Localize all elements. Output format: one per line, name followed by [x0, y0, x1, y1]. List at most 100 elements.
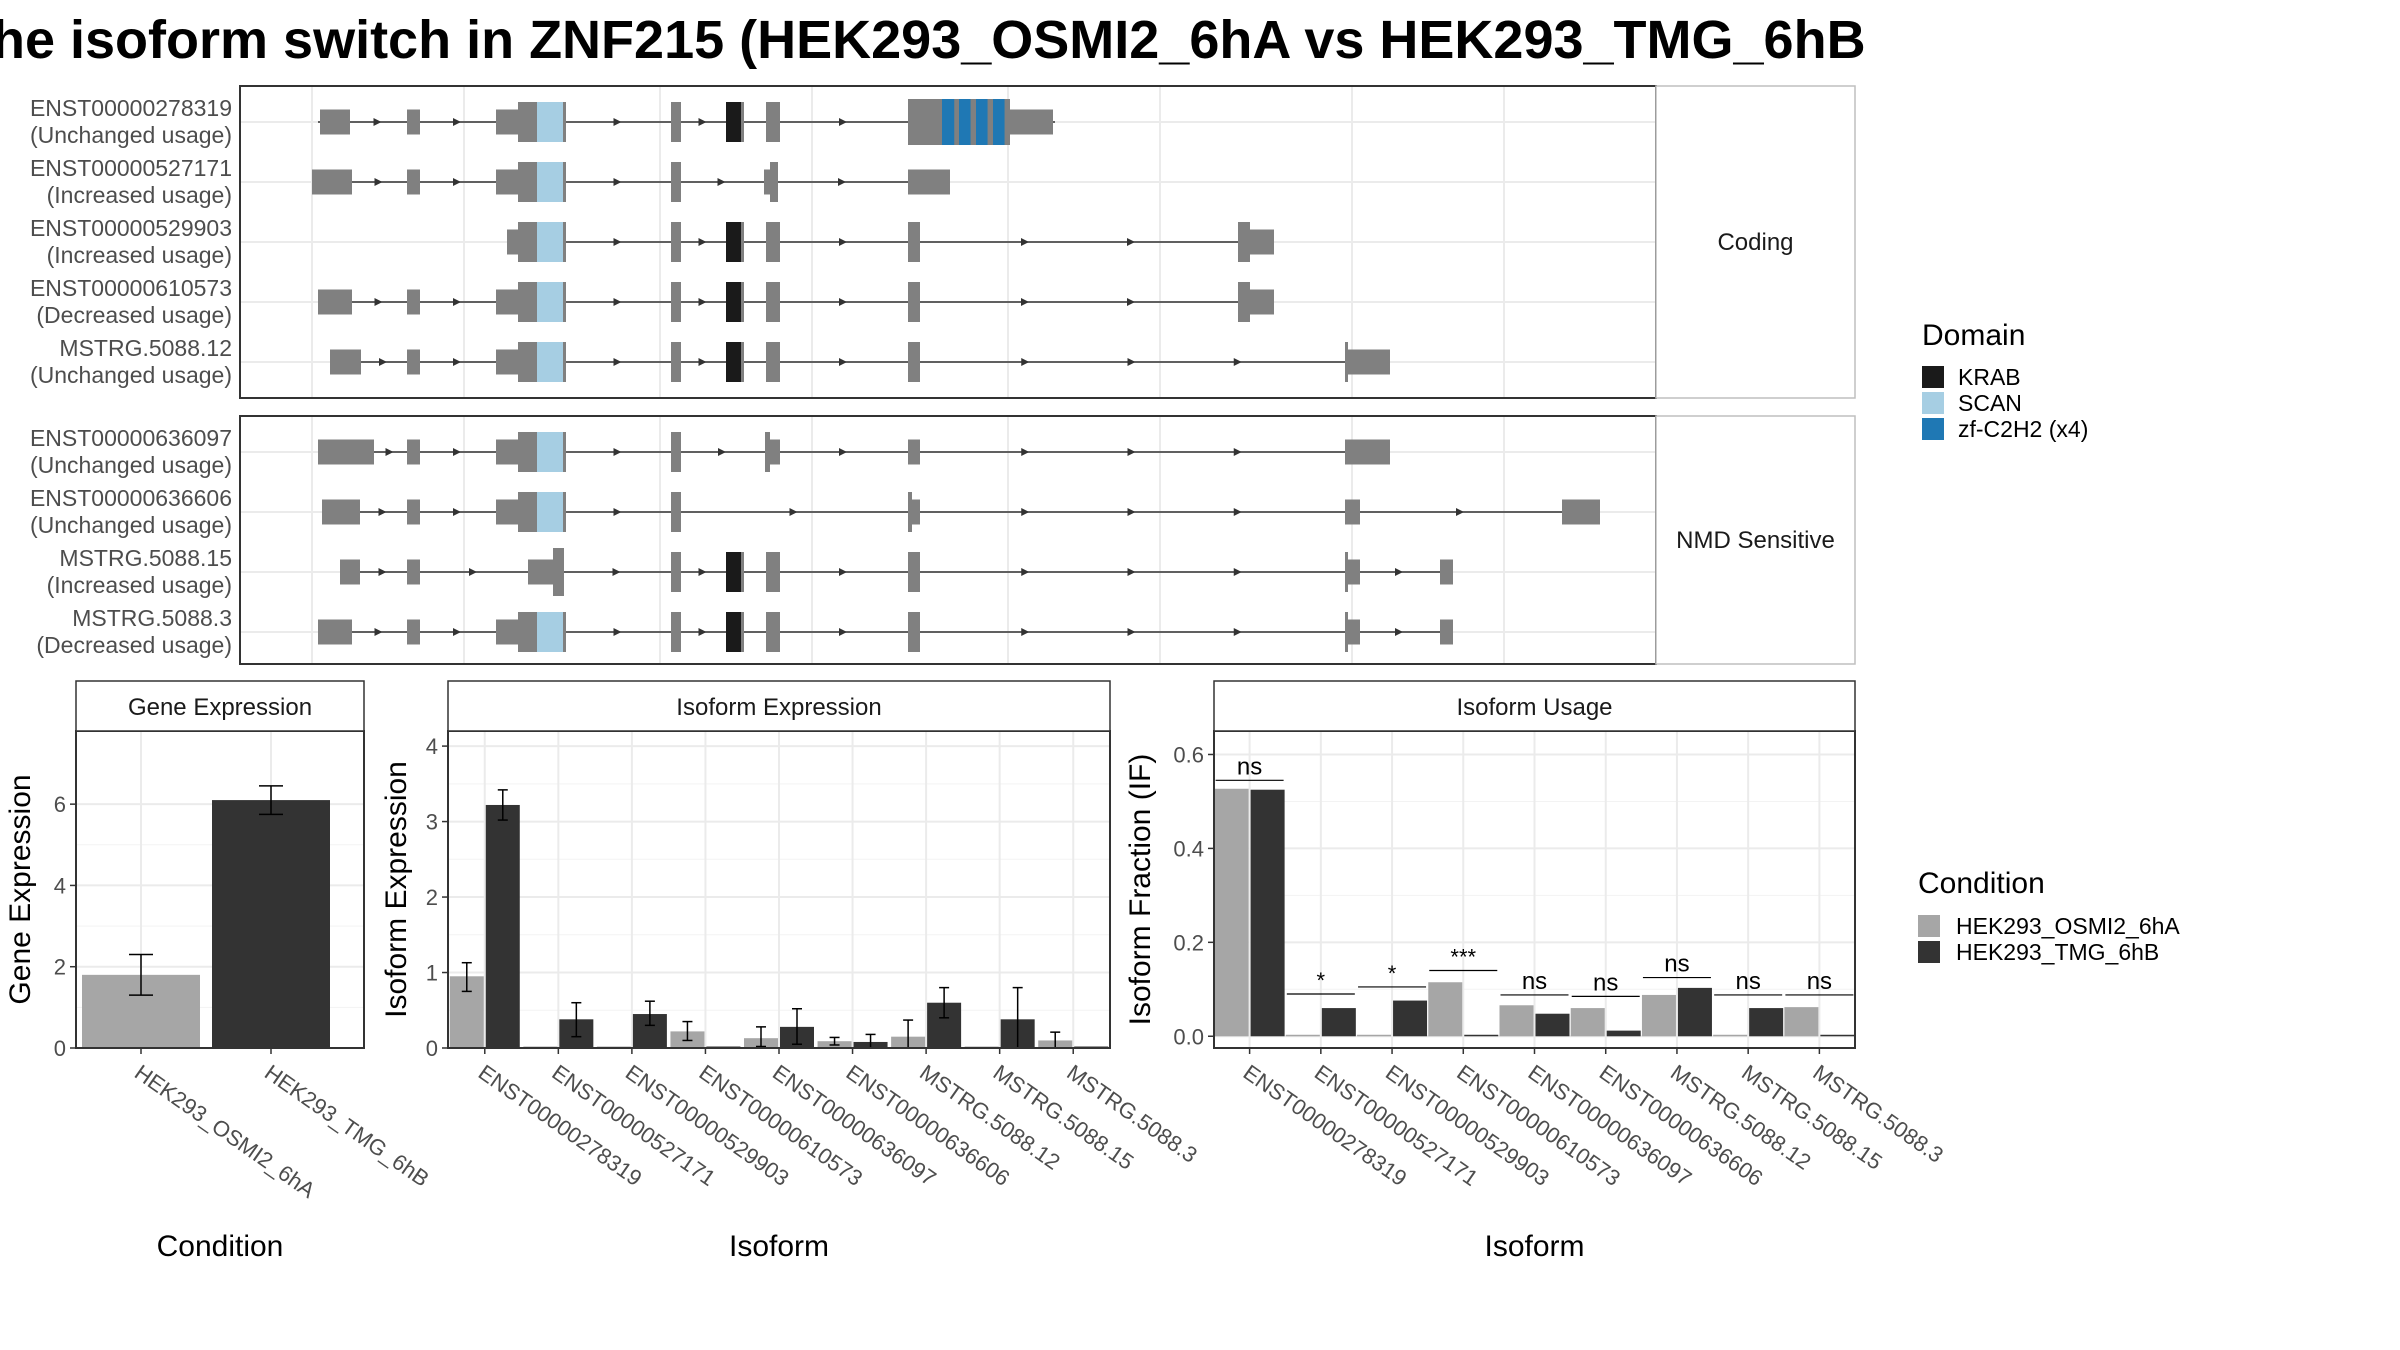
exon — [496, 439, 518, 465]
usage-label: (Decreased usage) — [36, 302, 232, 328]
exon — [1345, 499, 1360, 525]
direction-arrow — [613, 358, 622, 366]
usage-label: (Unchanged usage) — [30, 122, 232, 148]
bar — [1784, 1007, 1819, 1037]
direction-arrow — [1233, 448, 1242, 456]
x-axis-title: Condition — [157, 1230, 284, 1263]
direction-arrow — [374, 178, 383, 186]
exon — [496, 109, 518, 135]
bar — [1499, 1005, 1534, 1037]
direction-arrow — [1233, 568, 1242, 576]
usage-label: (Unchanged usage) — [30, 512, 232, 538]
transcript-ENST00000278319 — [318, 99, 1055, 145]
y-tick-label: 0.2 — [1173, 930, 1204, 955]
scan-domain — [537, 342, 563, 382]
krab-domain — [726, 612, 741, 652]
bar — [1713, 1034, 1748, 1037]
zf-c2h2-domain — [959, 99, 971, 145]
exon — [507, 229, 518, 255]
isoform-label: MSTRG.5088.12 — [59, 335, 232, 361]
exon — [496, 499, 518, 525]
facet-label: Gene Expression — [128, 694, 312, 721]
transcript-ENST00000527171 — [312, 162, 950, 202]
exon — [766, 552, 780, 592]
bar — [1749, 1008, 1784, 1037]
direction-arrow — [839, 238, 847, 246]
bar — [1535, 1013, 1570, 1037]
scan-domain — [537, 612, 563, 652]
exon — [563, 162, 566, 202]
direction-arrow — [1021, 298, 1029, 306]
scan-domain — [537, 222, 563, 262]
exon — [766, 222, 780, 262]
transcript-MSTRG.5088.12 — [330, 342, 1390, 382]
scan-domain — [537, 492, 563, 532]
zf-c2h2-domain — [976, 99, 988, 145]
isoform-label: ENST00000636606 — [30, 485, 232, 511]
significance-label: *** — [1450, 945, 1476, 970]
significance-label: ns — [1522, 968, 1547, 995]
y-axis-title: Gene Expression — [4, 774, 37, 1004]
exon — [1345, 612, 1348, 652]
exon — [908, 222, 920, 262]
bar-chart-panels: Gene Expression0246HEK293_OSMI2_6hAHEK29… — [4, 680, 1948, 1263]
y-tick-label: 4 — [426, 734, 438, 759]
direction-arrow — [453, 358, 461, 366]
direction-arrow — [453, 628, 461, 636]
direction-arrow — [1021, 358, 1030, 366]
exon — [340, 559, 360, 585]
exon — [908, 169, 950, 195]
zf-c2h2-domain — [942, 99, 955, 145]
legend-title: Condition — [1918, 867, 2045, 900]
transcript-ENST00000610573 — [318, 282, 1274, 322]
x-axis-title: Isoform — [1484, 1230, 1584, 1263]
exon — [1250, 229, 1274, 255]
facet-strip — [1655, 415, 1856, 665]
x-axis-title: Isoform — [729, 1230, 829, 1263]
exon — [518, 162, 537, 202]
direction-arrow — [1456, 508, 1464, 516]
direction-arrow — [1127, 238, 1135, 246]
exon — [407, 619, 420, 645]
bar — [1570, 1008, 1605, 1037]
exon — [1348, 559, 1360, 585]
usage-label: (Increased usage) — [47, 182, 232, 208]
transcript-MSTRG.5088.15 — [340, 548, 1453, 596]
transcript-ENST00000636097 — [318, 432, 1390, 472]
legend-swatch — [1918, 915, 1940, 937]
scan-domain — [537, 432, 563, 472]
direction-arrow — [612, 568, 621, 576]
exon — [671, 162, 681, 202]
scan-domain — [537, 162, 563, 202]
exon — [407, 349, 420, 375]
legend-label: KRAB — [1958, 364, 2021, 390]
direction-arrow — [1021, 508, 1030, 516]
y-tick-label: 0 — [54, 1036, 66, 1061]
y-tick-label: 2 — [426, 885, 438, 910]
isoform-label: ENST00000527171 — [30, 155, 232, 181]
exon — [764, 169, 770, 195]
exon — [671, 492, 681, 532]
exon — [518, 432, 537, 472]
direction-arrow — [698, 298, 707, 306]
exon — [318, 619, 352, 645]
direction-arrow — [839, 568, 847, 576]
scan-domain — [537, 102, 563, 142]
bar — [485, 804, 520, 1048]
exon — [518, 492, 537, 532]
exon — [312, 169, 352, 195]
krab-domain — [726, 282, 741, 322]
bar — [1250, 789, 1285, 1037]
exon — [322, 499, 360, 525]
exon — [912, 499, 920, 525]
exon — [741, 282, 744, 322]
bar — [1357, 1034, 1392, 1037]
exon — [407, 289, 420, 315]
direction-arrow — [839, 358, 847, 366]
exon — [407, 499, 420, 525]
exon — [518, 342, 537, 382]
bar — [1606, 1030, 1641, 1037]
legend-title: Domain — [1922, 319, 2025, 352]
